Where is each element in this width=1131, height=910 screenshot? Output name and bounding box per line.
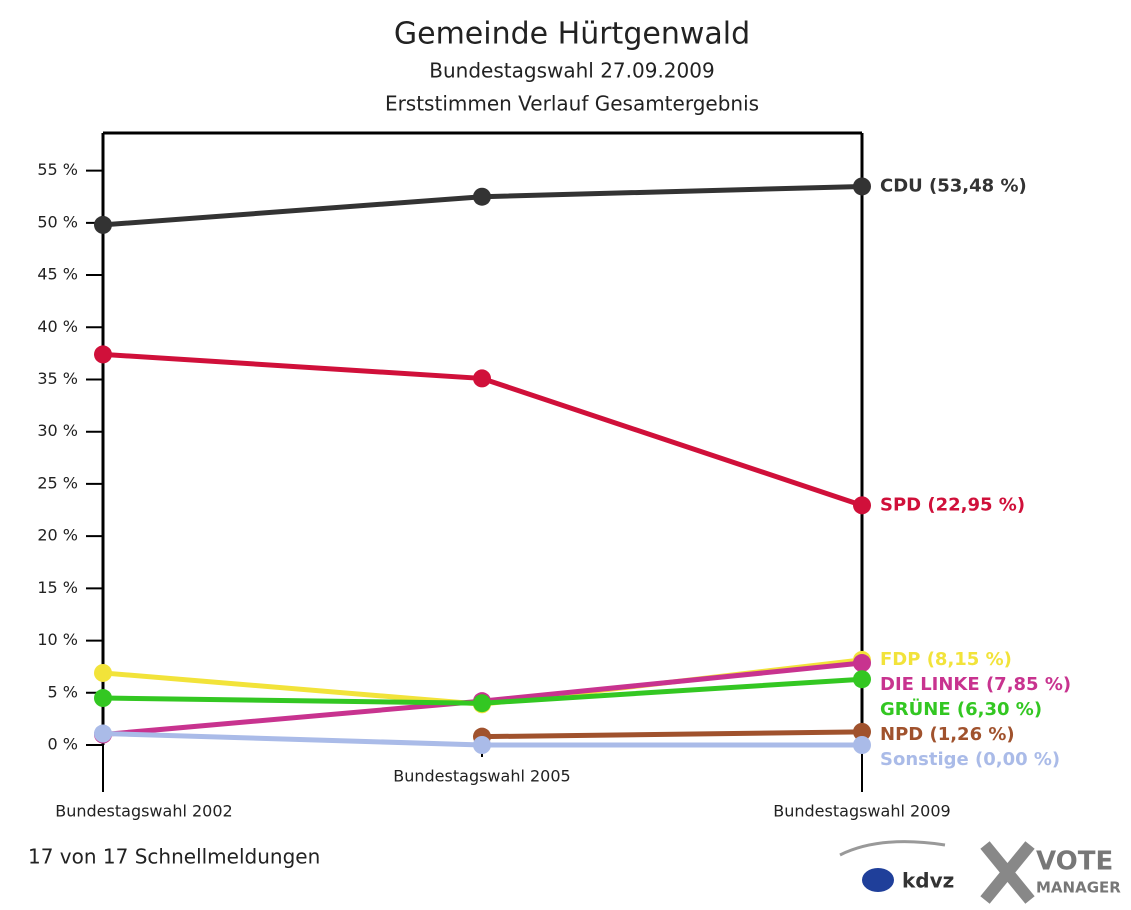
value-label: CDU (53,48 %) xyxy=(880,175,1027,196)
y-tick-label: 25 % xyxy=(37,473,78,492)
y-tick-label: 55 % xyxy=(37,160,78,179)
data-point xyxy=(473,187,491,206)
data-point xyxy=(94,345,112,364)
x-tick-label: Bundestagswahl 2005 xyxy=(393,767,570,786)
x-tick-label: Bundestagswahl 2002 xyxy=(55,802,232,821)
value-label: NPD (1,26 %) xyxy=(880,724,1015,745)
logo-cross xyxy=(980,841,1035,904)
y-tick-label: 20 % xyxy=(37,526,78,545)
data-point xyxy=(473,736,491,754)
data-point xyxy=(94,689,112,708)
footer: 17 von 17 Schnellmeldungen xyxy=(28,845,320,869)
y-tick-label: 0 % xyxy=(48,735,78,754)
y-tick-label: 50 % xyxy=(37,212,78,231)
data-point xyxy=(94,724,112,743)
data-point xyxy=(853,177,871,196)
data-point xyxy=(853,670,871,689)
value-label: SPD (22,95 %) xyxy=(880,494,1025,515)
y-tick-label: 30 % xyxy=(37,421,78,440)
logo-text: VOTE xyxy=(1036,847,1113,877)
data-point xyxy=(473,694,491,713)
y-tick-label: 45 % xyxy=(37,265,78,284)
value-label: DIE LINKE (7,85 %) xyxy=(880,674,1071,695)
logo-icon xyxy=(862,868,894,892)
y-tick-label: 5 % xyxy=(48,682,78,701)
data-point xyxy=(853,736,871,754)
chart-subtitle: Erststimmen Verlauf Gesamtergebnis xyxy=(385,92,759,116)
chart-title: Gemeinde Hürtgenwald xyxy=(394,17,750,52)
data-point xyxy=(853,722,871,741)
chart-subtitle: Bundestagswahl 27.09.2009 xyxy=(429,59,714,83)
x-tick-label: Bundestagswahl 2009 xyxy=(773,802,950,821)
data-point xyxy=(94,215,112,234)
value-label: Sonstige (0,00 %) xyxy=(880,749,1060,770)
logo-swoosh xyxy=(839,840,946,857)
y-tick-label: 35 % xyxy=(37,369,78,388)
data-point xyxy=(473,369,491,388)
logo-text: MANAGER xyxy=(1036,879,1121,897)
y-tick-label: 15 % xyxy=(37,578,78,597)
data-point xyxy=(853,654,871,673)
y-tick-label: 10 % xyxy=(37,630,78,649)
y-tick-label: 40 % xyxy=(37,317,78,336)
series-line xyxy=(481,729,863,740)
value-label: FDP (8,15 %) xyxy=(880,649,1012,670)
data-point xyxy=(853,496,871,515)
logo-text: kdvz xyxy=(902,869,954,893)
value-label: GRÜNE (6,30 %) xyxy=(880,698,1042,720)
data-point xyxy=(94,663,112,682)
